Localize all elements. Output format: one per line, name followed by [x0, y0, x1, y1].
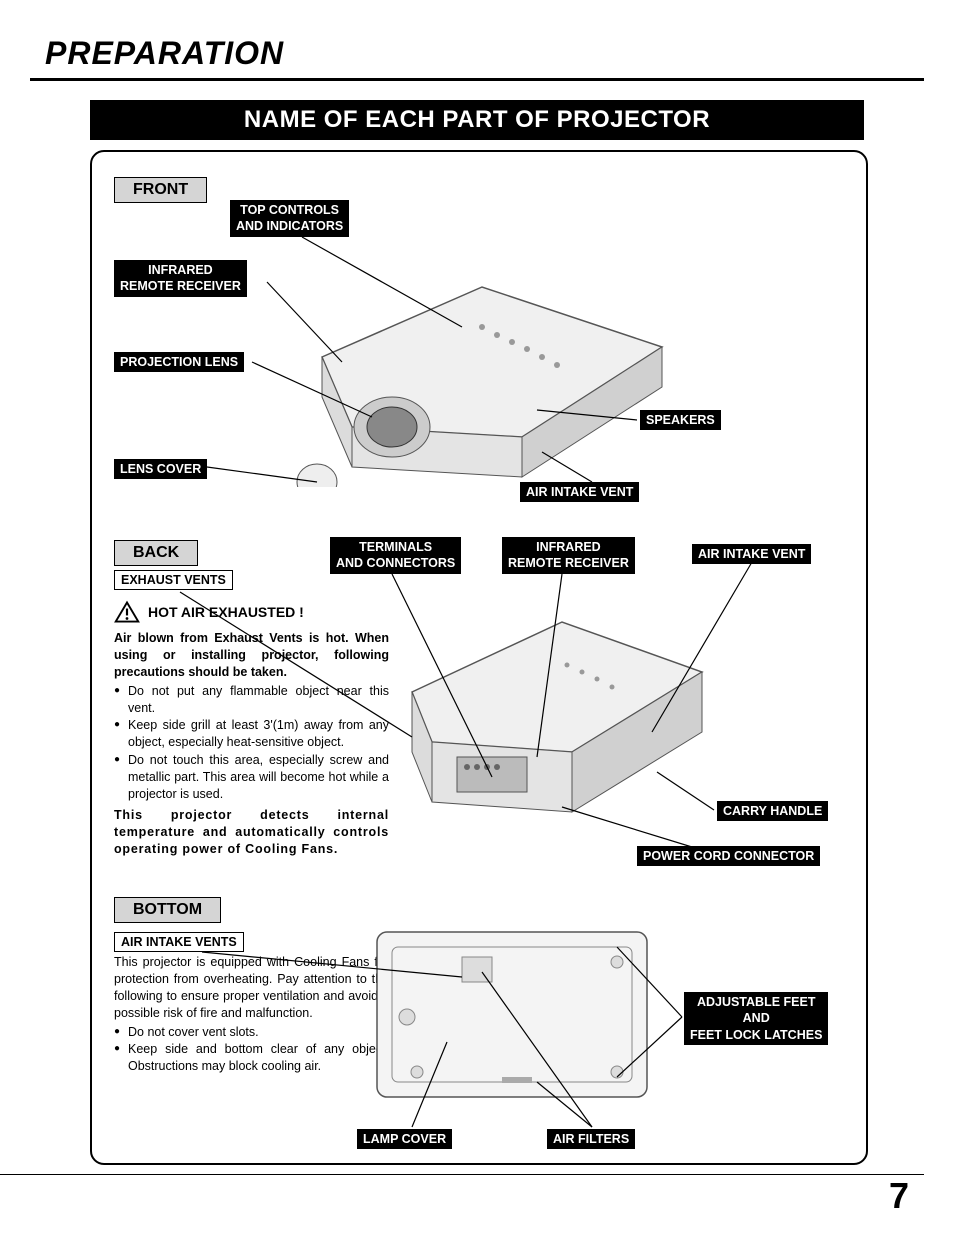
warning-body: Air blown from Exhaust Vents is hot. Whe… — [114, 630, 389, 857]
label-speakers: SPEAKERS — [640, 410, 721, 430]
page-title: PREPARATION — [45, 35, 284, 72]
subheader-back: BACK — [114, 540, 198, 566]
footer-rule — [0, 1174, 924, 1175]
warning-icon — [114, 600, 140, 624]
label-ir-receiver-front: INFRAREDREMOTE RECEIVER — [114, 260, 247, 297]
projector-front-illustration — [262, 237, 667, 487]
warning-intro: Air blown from Exhaust Vents is hot. Whe… — [114, 631, 389, 679]
label-ir-receiver-back: INFRAREDREMOTE RECEIVER — [502, 537, 635, 574]
label-air-intake-vents-bottom: AIR INTAKE VENTS — [114, 932, 244, 952]
bottom-intro: This projector is equipped with Cooling … — [114, 955, 389, 1020]
projector-bottom-illustration — [367, 922, 657, 1107]
page-number: 7 — [889, 1175, 909, 1217]
label-air-intake-vent-front: AIR INTAKE VENT — [520, 482, 639, 502]
label-air-filters: AIR FILTERS — [547, 1129, 635, 1149]
warning-bullet-0: Do not put any flammable object near thi… — [114, 683, 389, 717]
warning-footer: This projector detects internal temperat… — [114, 807, 389, 858]
warning-bullet-2: Do not touch this area, especially screw… — [114, 752, 389, 803]
label-adjustable-feet: ADJUSTABLE FEETANDFEET LOCK LATCHES — [684, 992, 828, 1045]
section-banner: NAME OF EACH PART OF PROJECTOR — [90, 100, 864, 140]
label-lamp-cover: LAMP COVER — [357, 1129, 452, 1149]
warning-bullets: Do not put any flammable object near thi… — [114, 683, 389, 803]
label-terminals: TERMINALSAND CONNECTORS — [330, 537, 461, 574]
title-rule — [30, 78, 924, 81]
label-power-cord: POWER CORD CONNECTOR — [637, 846, 820, 866]
bottom-bullet-0: Do not cover vent slots. — [114, 1024, 389, 1041]
warning-heading: HOT AIR EXHAUSTED ! — [148, 604, 304, 620]
warning-row: HOT AIR EXHAUSTED ! — [114, 600, 304, 624]
bottom-bullet-1: Keep side and bottom clear of any object… — [114, 1041, 389, 1075]
label-exhaust-vents: EXHAUST VENTS — [114, 570, 233, 590]
bottom-bullets: Do not cover vent slots. Keep side and b… — [114, 1024, 389, 1076]
label-projection-lens: PROJECTION LENS — [114, 352, 244, 372]
subheader-front: FRONT — [114, 177, 207, 203]
label-carry-handle: CARRY HANDLE — [717, 801, 828, 821]
label-lens-cover: LENS COVER — [114, 459, 207, 479]
label-air-intake-vent-back: AIR INTAKE VENT — [692, 544, 811, 564]
projector-back-illustration — [392, 592, 712, 852]
warning-bullet-1: Keep side grill at least 3'(1m) away fro… — [114, 717, 389, 751]
content-frame: FRONT TOP CONTROLSAND INDICATORS INFRARE… — [90, 150, 868, 1165]
subheader-bottom: BOTTOM — [114, 897, 221, 923]
label-top-controls-line1: TOP CONTROLSAND INDICATORS — [236, 203, 343, 233]
label-top-controls: TOP CONTROLSAND INDICATORS — [230, 200, 349, 237]
bottom-body: This projector is equipped with Cooling … — [114, 954, 389, 1076]
